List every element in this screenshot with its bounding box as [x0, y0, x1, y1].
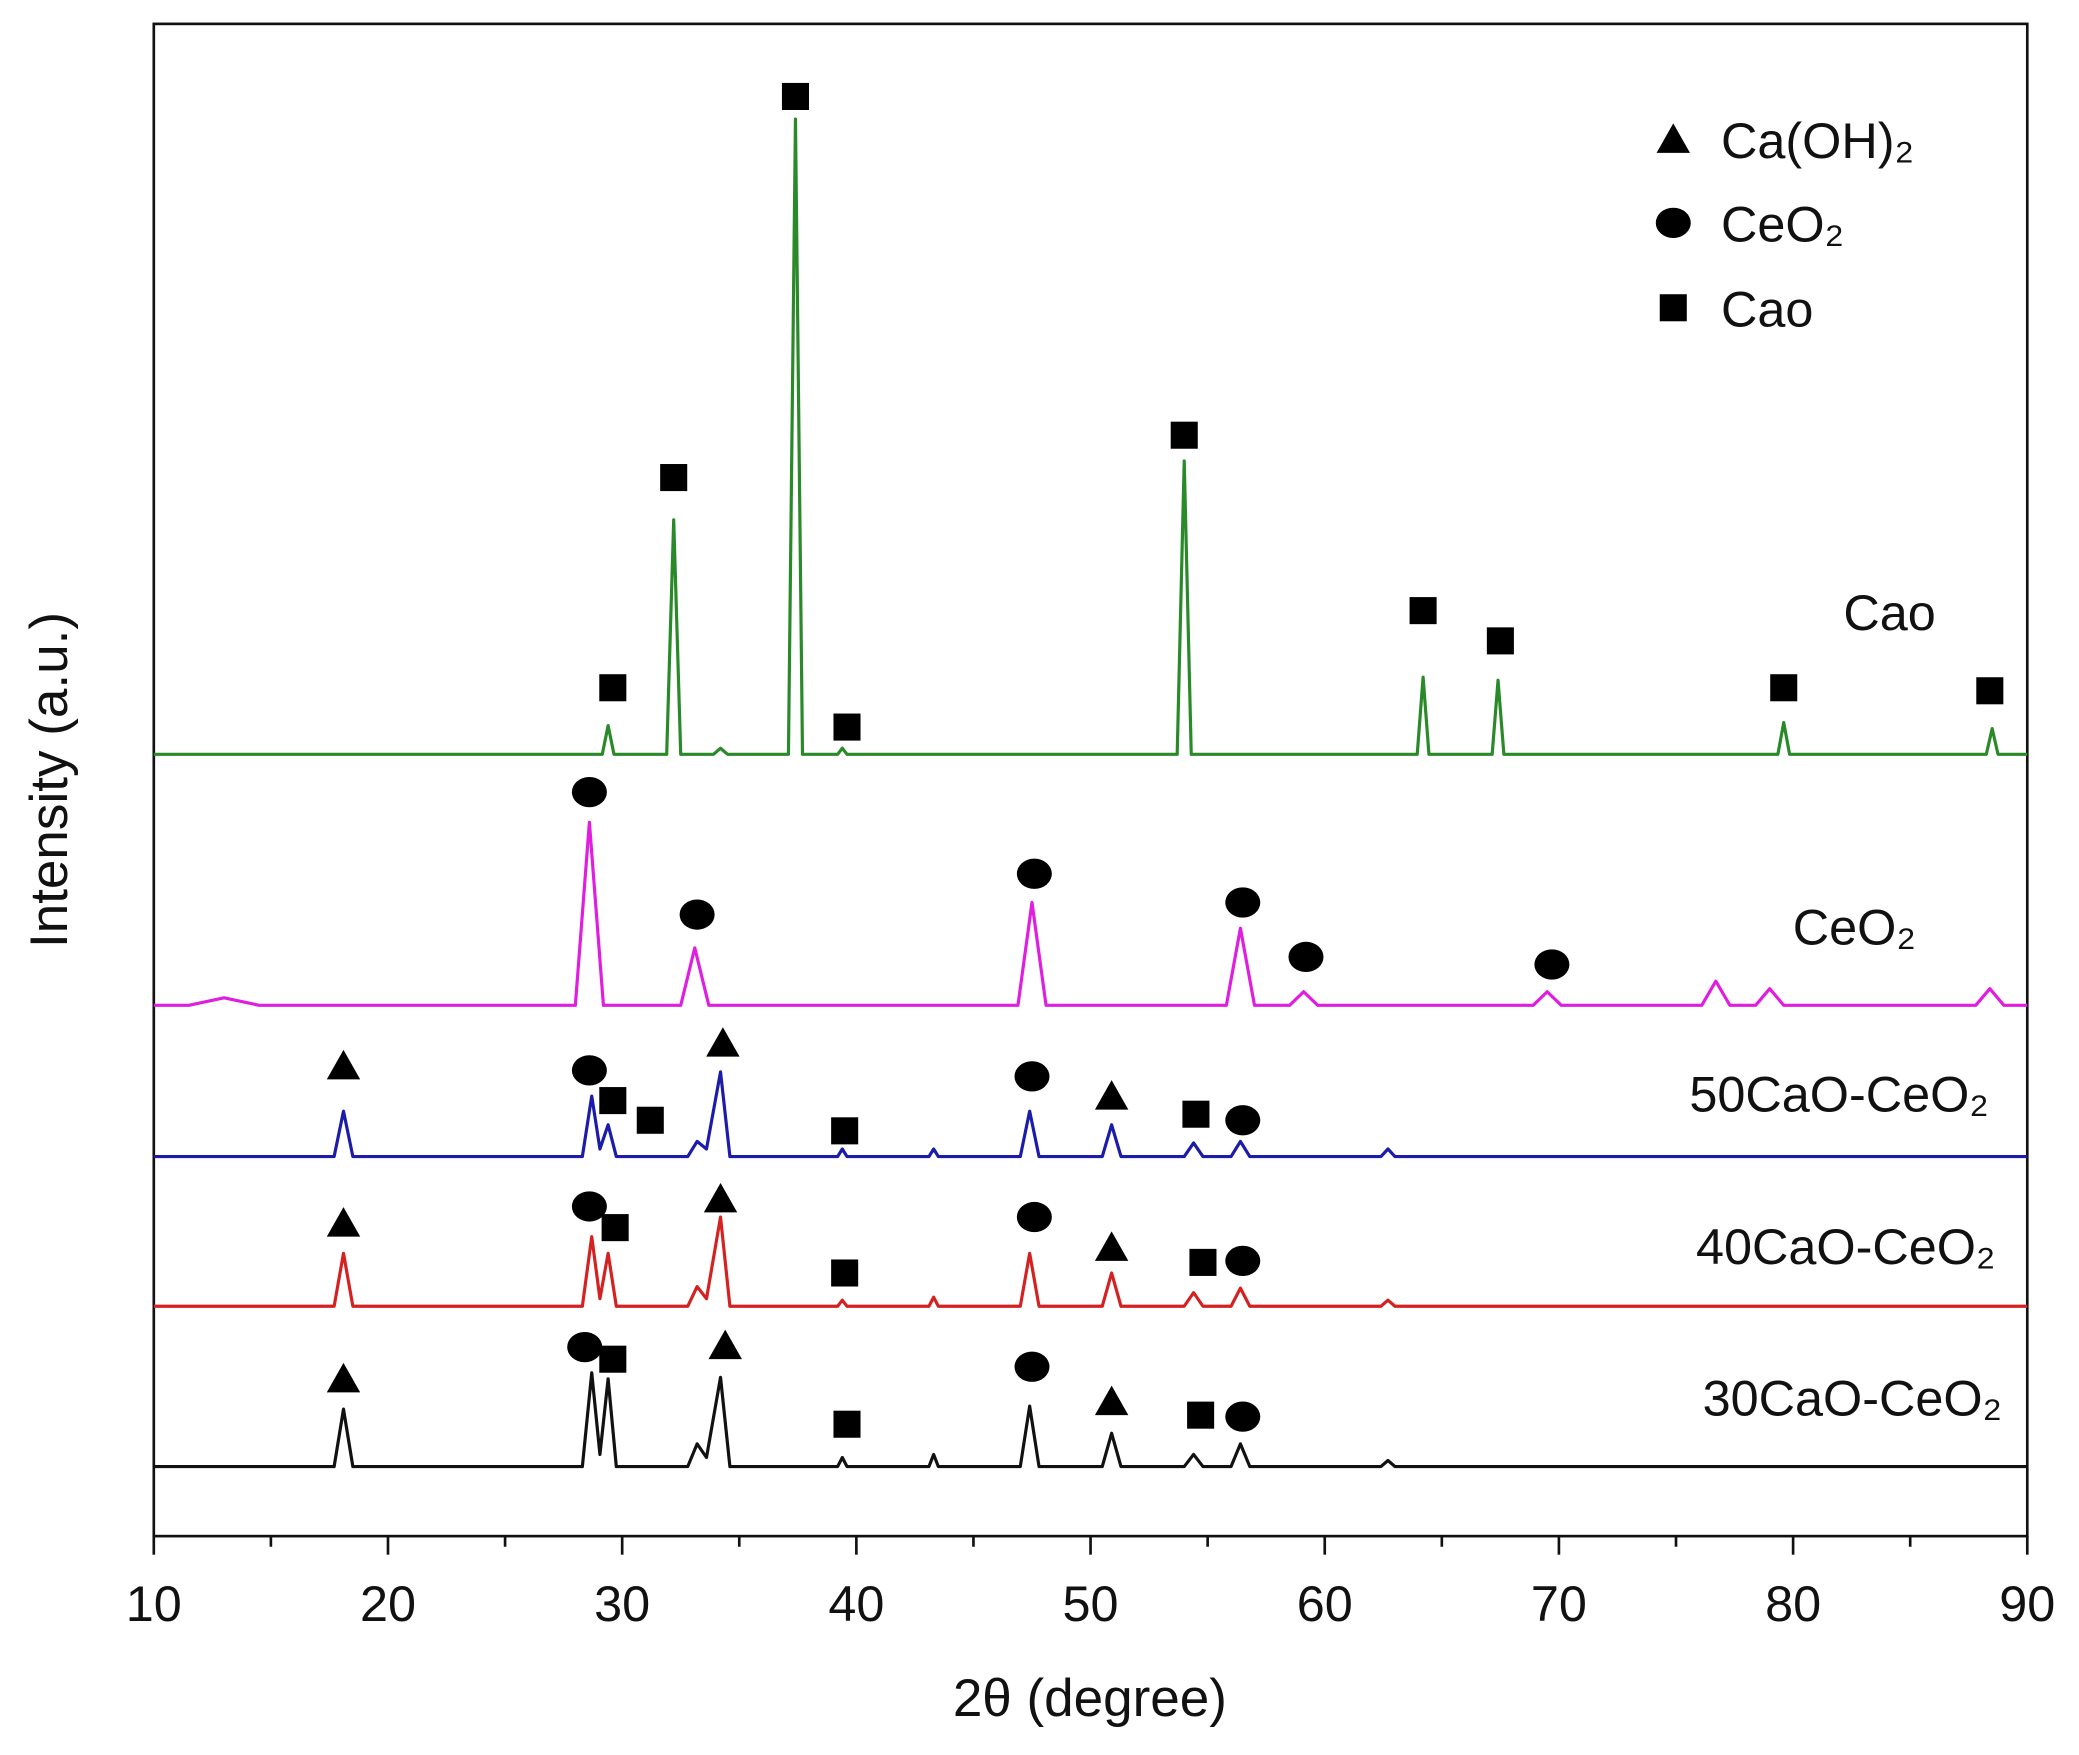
- x-tick-label: 70: [1531, 1575, 1587, 1632]
- marker-square: [1187, 1401, 1215, 1429]
- marker-square: [601, 1214, 629, 1242]
- marker-circle: [571, 1191, 607, 1222]
- marker-triangle: [326, 1049, 361, 1080]
- marker-square: [660, 464, 688, 492]
- marker-square: [831, 1117, 859, 1145]
- xrd-line: [153, 117, 2028, 756]
- marker-square: [781, 82, 809, 110]
- marker-circle: [1288, 941, 1324, 973]
- marker-circle: [1016, 1201, 1052, 1233]
- x-tick-label: 30: [594, 1575, 650, 1632]
- x-tick-label: 50: [1063, 1575, 1119, 1632]
- marker-triangle: [708, 1329, 742, 1360]
- marker-triangle: [326, 1207, 361, 1237]
- marker-circle: [1014, 1061, 1050, 1092]
- marker-square: [599, 1345, 627, 1373]
- marker-square: [1976, 677, 2004, 705]
- marker-circle: [571, 776, 607, 808]
- marker-circle: [1225, 1401, 1261, 1432]
- x-tick-label: 90: [1999, 1575, 2055, 1632]
- marker-square: [1189, 1248, 1217, 1276]
- marker-square: [599, 674, 627, 702]
- marker-triangle: [1094, 1080, 1129, 1110]
- series-label: 30CaO-CeO₂: [1703, 1369, 2002, 1426]
- marker-circle: [679, 899, 715, 930]
- marker-triangle: [703, 1182, 738, 1213]
- marker-square: [599, 1087, 627, 1115]
- marker-triangle: [1656, 123, 1690, 153]
- series-label: 40CaO-CeO₂: [1696, 1218, 1995, 1275]
- marker-circle: [1655, 207, 1691, 238]
- x-tick-label: 60: [1297, 1575, 1353, 1632]
- marker-circle: [1016, 858, 1052, 889]
- marker-square: [1486, 627, 1514, 655]
- legend-label: CeO₂: [1721, 195, 1844, 252]
- marker-square: [1409, 597, 1437, 625]
- marker-circle: [1014, 1351, 1050, 1382]
- x-tick-label: 40: [828, 1575, 884, 1632]
- marker-circle: [1225, 1105, 1261, 1136]
- x-tick-label: 80: [1765, 1575, 1821, 1632]
- x-axis-label: 2θ (degree): [953, 1669, 1227, 1728]
- series-label: 50CaO-CeO₂: [1689, 1066, 1988, 1123]
- marker-circle: [567, 1331, 603, 1363]
- marker-circle: [1225, 887, 1261, 918]
- marker-triangle: [1094, 1231, 1129, 1261]
- y-axis-label: Intensity (a.u.): [20, 612, 79, 948]
- xrd-line: [153, 1371, 2028, 1469]
- marker-square: [831, 1259, 859, 1287]
- xrd-line: [153, 1070, 2028, 1159]
- marker-triangle: [326, 1362, 361, 1393]
- marker-square: [1182, 1100, 1210, 1128]
- marker-square: [1659, 294, 1687, 322]
- marker-square: [636, 1106, 664, 1134]
- series-label: CeO₂: [1793, 899, 1916, 956]
- marker-circle: [571, 1055, 607, 1086]
- marker-triangle: [1094, 1385, 1129, 1416]
- marker-square: [833, 1410, 861, 1438]
- xrd-line: [153, 820, 2028, 1007]
- x-tick-label: 20: [360, 1575, 416, 1632]
- xrd-line: [153, 1215, 2028, 1308]
- marker-triangle: [706, 1027, 740, 1057]
- marker-circle: [1534, 949, 1570, 980]
- marker-circle: [1225, 1245, 1261, 1277]
- x-tick-label: 10: [126, 1575, 182, 1632]
- legend-label: Cao: [1721, 280, 1813, 337]
- marker-square: [833, 713, 861, 741]
- marker-square: [1770, 674, 1798, 702]
- marker-square: [1170, 421, 1198, 449]
- legend-label: Ca(OH)₂: [1721, 112, 1914, 169]
- series-label: Cao: [1843, 584, 1935, 641]
